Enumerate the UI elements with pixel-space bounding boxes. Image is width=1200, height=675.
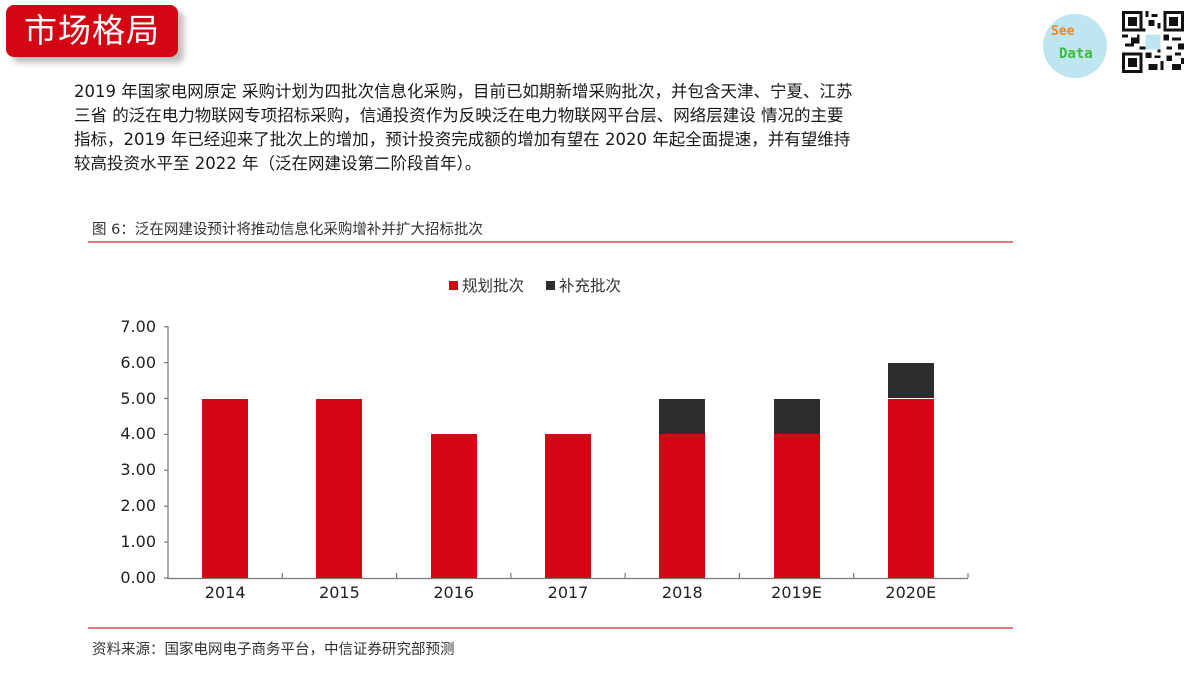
seedata-logo: See Data	[1043, 14, 1107, 78]
bar-planned-batches	[887, 398, 934, 578]
x-axis-category-label: 2017	[547, 583, 589, 602]
bar-planned-batches	[202, 398, 249, 578]
legend-swatch-planned	[449, 280, 458, 290]
y-axis-tick-label: 4.00	[120, 424, 156, 444]
figure-title: 图 6：泛在网建设预计将推动信息化采购增补并扩大招标批次	[92, 222, 483, 238]
figure-bottom-rule	[88, 627, 1013, 629]
y-axis-tick-label: 3.00	[120, 460, 156, 480]
legend-label: 补充批次	[559, 277, 622, 295]
legend-item-planned: 规划批次	[449, 274, 524, 296]
section-title: 市场格局	[6, 5, 178, 57]
x-axis-category-label: 2020E	[885, 583, 937, 602]
bar-supplement-batches	[887, 362, 934, 399]
x-axis-category-label: 2018	[661, 583, 703, 602]
bar-planned-batches	[430, 434, 477, 578]
paragraph-line: 指标，2019 年已经迎来了批次上的增加，预计投资完成额的增加有望在 2020 …	[74, 130, 851, 149]
paragraph-line: 较高投资水平至 2022 年（泛在网建设第二阶段首年）。	[74, 154, 482, 173]
x-axis-category-label: 2019E	[771, 583, 822, 602]
paragraph-line: 三省 的泛在电力物联网专项招标采购，信通投资作为反映泛在电力物联网平台层、网络层…	[74, 106, 844, 125]
x-axis-category-label: 2015	[319, 583, 360, 602]
y-axis-tick-label: 0.00	[120, 568, 156, 587]
bar-planned-batches	[316, 398, 363, 578]
bar-planned-batches	[773, 434, 820, 578]
bar-planned-batches	[659, 434, 706, 578]
qr-code-icon	[1122, 11, 1184, 73]
logo-text-see: See	[1051, 24, 1075, 39]
figure-source: 资料来源：国家电网电子商务平台，中信证券研究部预测	[92, 642, 455, 658]
paragraph-line: 2019 年国家电网原定 采购计划为四批次信息化采购，目前已如期新增采购批次，并…	[74, 82, 853, 101]
legend-swatch-supplement	[546, 280, 556, 290]
legend-label: 规划批次	[462, 277, 525, 295]
intro-paragraph: 2019 年国家电网原定 采购计划为四批次信息化采购，目前已如期新增采购批次，并…	[74, 80, 1074, 176]
x-axis-category-label: 2014	[204, 583, 246, 602]
x-axis-category-label: 2016	[433, 583, 475, 602]
y-axis-tick-label: 6.00	[120, 352, 156, 372]
logo-text-data: Data	[1059, 46, 1093, 62]
bar-supplement-batches	[773, 398, 820, 435]
y-axis-tick-label: 1.00	[120, 532, 156, 552]
chart-legend: 规划批次 补充批次	[449, 274, 643, 296]
figure-top-rule	[88, 241, 1013, 243]
y-axis-tick-label: 2.00	[120, 496, 156, 516]
bar-supplement-batches	[659, 398, 706, 435]
bar-planned-batches	[545, 434, 591, 578]
y-axis-tick-label: 7.00	[120, 316, 156, 336]
y-axis-tick-label: 5.00	[120, 388, 156, 408]
legend-item-supplement: 补充批次	[546, 274, 621, 296]
